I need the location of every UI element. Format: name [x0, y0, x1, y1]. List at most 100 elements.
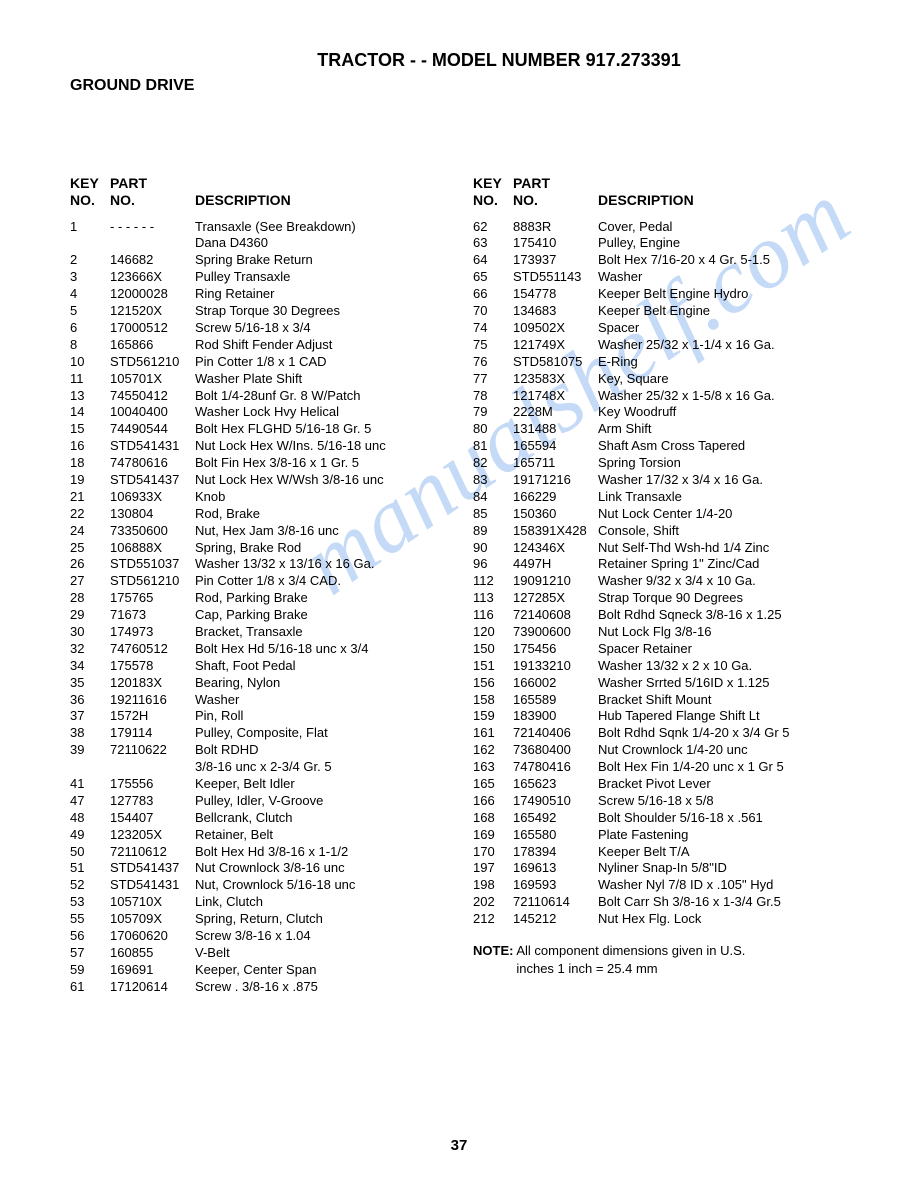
- table-row: 90124346XNut Self-Thd Wsh-hd 1/4 Zinc: [473, 540, 848, 557]
- description: Pin, Roll: [195, 708, 445, 725]
- key-no: 65: [473, 269, 513, 286]
- key-no: 1: [70, 219, 110, 236]
- table-row: 66154778Keeper Belt Engine Hydro: [473, 286, 848, 303]
- description: Spring, Brake Rod: [195, 540, 445, 557]
- table-row: 5121520XStrap Torque 30 Degrees: [70, 303, 445, 320]
- table-row: 30174973Bracket, Transaxle: [70, 624, 445, 641]
- part-no: 131488: [513, 421, 598, 438]
- key-no: 16: [70, 438, 110, 455]
- part-no: 105709X: [110, 911, 195, 928]
- key-no: 57: [70, 945, 110, 962]
- description: Washer 25/32 x 1-5/8 x 16 Ga.: [598, 388, 848, 405]
- description: Pulley Transaxle: [195, 269, 445, 286]
- table-row: 150175456Spacer Retainer: [473, 641, 848, 658]
- table-row: 2146682Spring Brake Return: [70, 252, 445, 269]
- table-row: 1- - - - - -Transaxle (See Breakdown): [70, 219, 445, 236]
- table-row: 51STD541437Nut Crownlock 3/8-16 unc: [70, 860, 445, 877]
- description: Ring Retainer: [195, 286, 445, 303]
- key-no: 198: [473, 877, 513, 894]
- part-no: STD581075: [513, 354, 598, 371]
- part-no: 127783: [110, 793, 195, 810]
- key-no: 90: [473, 540, 513, 557]
- table-row: 10STD561210Pin Cotter 1/8 x 1 CAD: [70, 354, 445, 371]
- description: Nut Crownlock 1/4-20 unc: [598, 742, 848, 759]
- part-no: 2228M: [513, 404, 598, 421]
- part-no: 166002: [513, 675, 598, 692]
- description: Nut Lock Hex W/Wsh 3/8-16 unc: [195, 472, 445, 489]
- part-no: 72110612: [110, 844, 195, 861]
- description: Bolt RDHD: [195, 742, 445, 759]
- table-row: 8319171216Washer 17/32 x 3/4 x 16 Ga.: [473, 472, 848, 489]
- part-no: 175456: [513, 641, 598, 658]
- key-no: 8: [70, 337, 110, 354]
- key-no: 32: [70, 641, 110, 658]
- key-no: 84: [473, 489, 513, 506]
- key-no: 19: [70, 472, 110, 489]
- table-row: 159183900Hub Tapered Flange Shift Lt: [473, 708, 848, 725]
- part-no: 178394: [513, 844, 598, 861]
- key-no: 66: [473, 286, 513, 303]
- description: Shaft, Foot Pedal: [195, 658, 445, 675]
- header-key-line2: NO.: [70, 192, 110, 209]
- key-no: 27: [70, 573, 110, 590]
- header-desc-line2: DESCRIPTION: [195, 192, 445, 209]
- part-no: 183900: [513, 708, 598, 725]
- part-no: [110, 235, 195, 252]
- table-row: 52STD541431Nut, Crownlock 5/16-18 unc: [70, 877, 445, 894]
- part-no: 169593: [513, 877, 598, 894]
- key-no: 28: [70, 590, 110, 607]
- table-row: 85150360Nut Lock Center 1/4-20: [473, 506, 848, 523]
- page-subtitle: GROUND DRIVE: [70, 77, 848, 95]
- description: Bolt 1/4-28unf Gr. 8 W/Patch: [195, 388, 445, 405]
- description: Pulley, Idler, V-Groove: [195, 793, 445, 810]
- table-row: 22130804Rod, Brake: [70, 506, 445, 523]
- description: Pin Cotter 1/8 x 3/4 CAD.: [195, 573, 445, 590]
- table-row: 412000028Ring Retainer: [70, 286, 445, 303]
- description: Nut Lock Center 1/4-20: [598, 506, 848, 523]
- key-no: 89: [473, 523, 513, 540]
- table-row: 34175578Shaft, Foot Pedal: [70, 658, 445, 675]
- key-no: 11: [70, 371, 110, 388]
- table-row: 28175765Rod, Parking Brake: [70, 590, 445, 607]
- page-content: TRACTOR - - MODEL NUMBER 917.273391 GROU…: [70, 50, 848, 996]
- description: Transaxle (See Breakdown): [195, 219, 445, 236]
- key-no: 2: [70, 252, 110, 269]
- description: Strap Torque 30 Degrees: [195, 303, 445, 320]
- description: Strap Torque 90 Degrees: [598, 590, 848, 607]
- part-no: 124346X: [513, 540, 598, 557]
- table-row: 27STD561210Pin Cotter 1/8 x 3/4 CAD.: [70, 573, 445, 590]
- table-row: 1374550412Bolt 1/4-28unf Gr. 8 W/Patch: [70, 388, 445, 405]
- part-no: 19091210: [513, 573, 598, 590]
- table-row: 48154407Bellcrank, Clutch: [70, 810, 445, 827]
- part-no: 130804: [110, 506, 195, 523]
- part-no: 74550412: [110, 388, 195, 405]
- key-no: 85: [473, 506, 513, 523]
- key-no: 5: [70, 303, 110, 320]
- key-no: 47: [70, 793, 110, 810]
- part-no: 121748X: [513, 388, 598, 405]
- key-no: 166: [473, 793, 513, 810]
- part-no: 175765: [110, 590, 195, 607]
- key-no: 34: [70, 658, 110, 675]
- description: Washer 13/32 x 2 x 10 Ga.: [598, 658, 848, 675]
- description: Spring, Return, Clutch: [195, 911, 445, 928]
- description: Bolt Hex 7/16-20 x 4 Gr. 5-1.5: [598, 252, 848, 269]
- part-no: 19133210: [513, 658, 598, 675]
- table-row: 197169613Nyliner Snap-In 5/8"ID: [473, 860, 848, 877]
- description: Bolt Hex Hd 5/16-18 unc x 3/4: [195, 641, 445, 658]
- left-column: KEY NO. PART NO. DESCRIPTION 1- - - - - …: [70, 175, 445, 996]
- table-row: 75121749XWasher 25/32 x 1-1/4 x 16 Ga.: [473, 337, 848, 354]
- description: Nut, Crownlock 5/16-18 unc: [195, 877, 445, 894]
- table-row: 158165589Bracket Shift Mount: [473, 692, 848, 709]
- key-no: 170: [473, 844, 513, 861]
- key-no: 156: [473, 675, 513, 692]
- table-row: 2971673Cap, Parking Brake: [70, 607, 445, 624]
- key-no: 37: [70, 708, 110, 725]
- description: Link, Clutch: [195, 894, 445, 911]
- key-no: 26: [70, 556, 110, 573]
- key-no: 75: [473, 337, 513, 354]
- table-row: 1410040400Washer Lock Hvy Helical: [70, 404, 445, 421]
- table-row: 5072110612Bolt Hex Hd 3/8-16 x 1-1/2: [70, 844, 445, 861]
- key-no: 39: [70, 742, 110, 759]
- key-no: 59: [70, 962, 110, 979]
